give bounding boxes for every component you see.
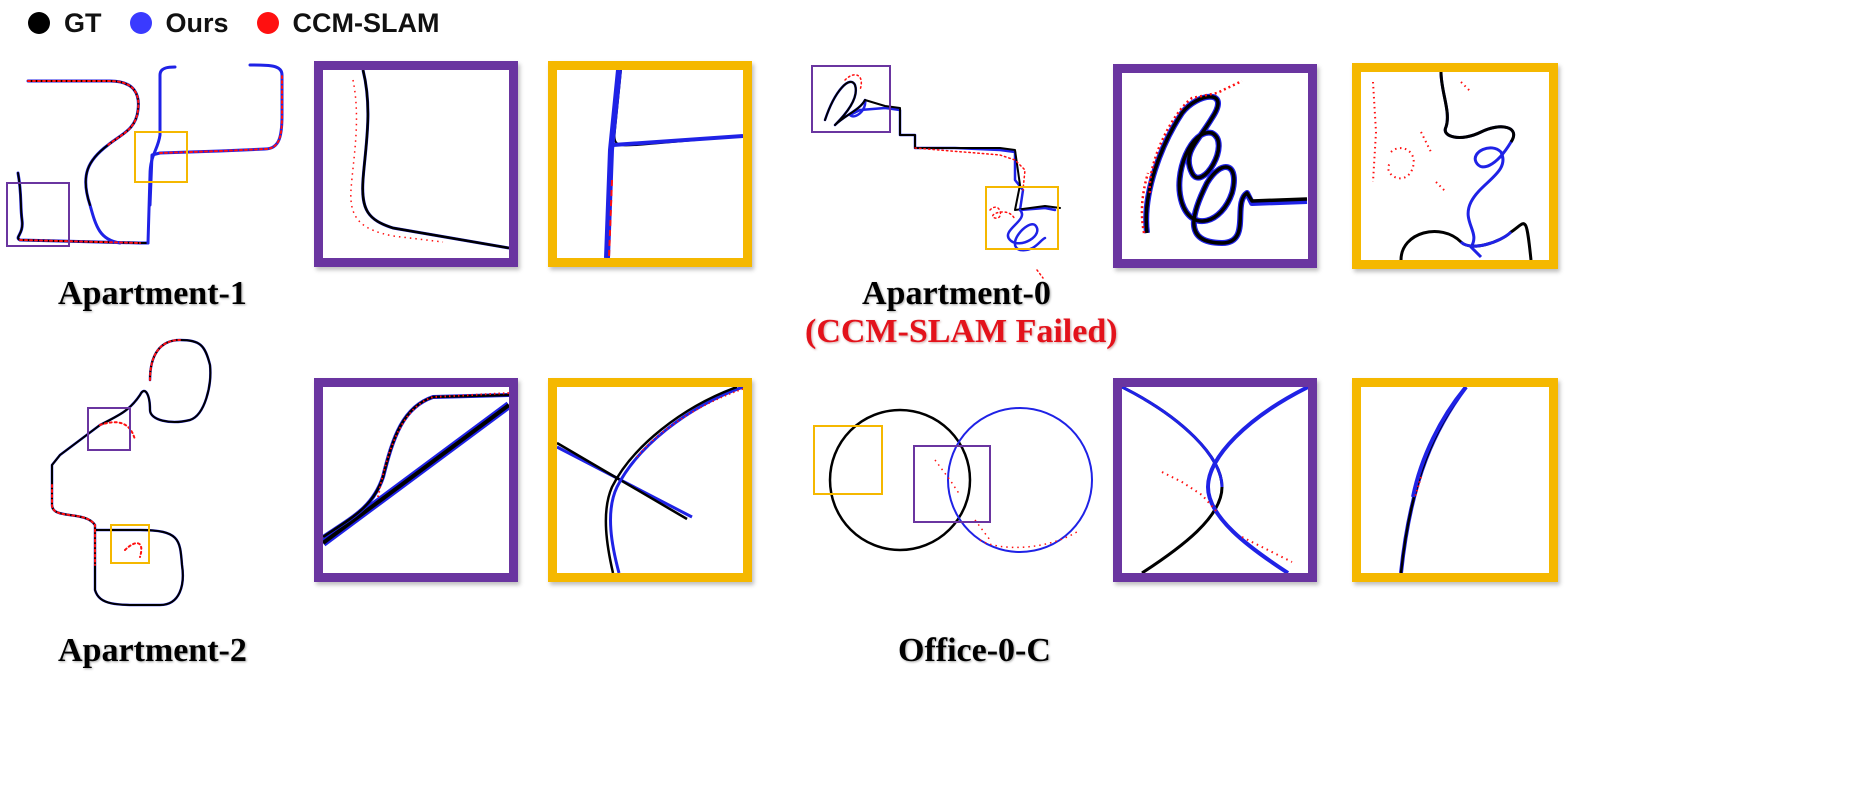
apartment1-zoom-yellow [548,61,752,267]
office0c-zoom-purple [1113,378,1317,582]
apartment2-zoom-purple-plot [323,392,509,547]
gt-dot-icon [28,12,50,34]
office0c-zoom-yellow-plot [1399,387,1468,573]
apartment0-zoom-yellow [1352,63,1558,269]
apartment1-trajectory [6,63,284,247]
ccm-dot-icon [256,12,279,34]
caption-apartment1: Apartment-1 [58,275,247,312]
legend-label-ours: Ours [165,7,229,38]
legend-item-ccm: CCM-SLAM [256,7,440,39]
caption-office0c: Office-0-C [898,632,1051,669]
apartment0-zoom-yellow-plot [1372,72,1533,260]
apartment1-zoom-purple [314,61,518,267]
apartment2-trajectory [50,338,212,607]
office0c-zoom-yellow [1352,378,1558,582]
caption-apartment0: Apartment-0 [862,275,1051,312]
office0c-trajectory [813,407,1093,553]
caption-apartment0-note: (CCM-SLAM Failed) [805,313,1118,350]
apartment2-zoom-purple [314,378,518,582]
legend-label-gt: GT [64,7,102,38]
apartment0-zoom-purple-plot [1140,79,1308,246]
caption-apartment2: Apartment-2 [58,632,247,669]
legend: GT Ours CCM-SLAM [28,4,468,42]
legend-item-gt: GT [28,8,102,39]
legend-label-ccm: CCM-SLAM [292,7,440,38]
office0c-zoom-purple-plot [1122,387,1308,573]
ours-dot-icon [129,12,152,34]
apartment1-zoom-yellow-plot [604,70,743,258]
apartment0-zoom-purple [1113,64,1317,268]
apartment2-zoom-yellow-plot [557,387,743,573]
apartment0-trajectory [811,65,1061,279]
apartment1-zoom-purple-plot [350,70,509,250]
apartment2-zoom-yellow [548,378,752,582]
legend-item-ours: Ours [129,7,229,39]
